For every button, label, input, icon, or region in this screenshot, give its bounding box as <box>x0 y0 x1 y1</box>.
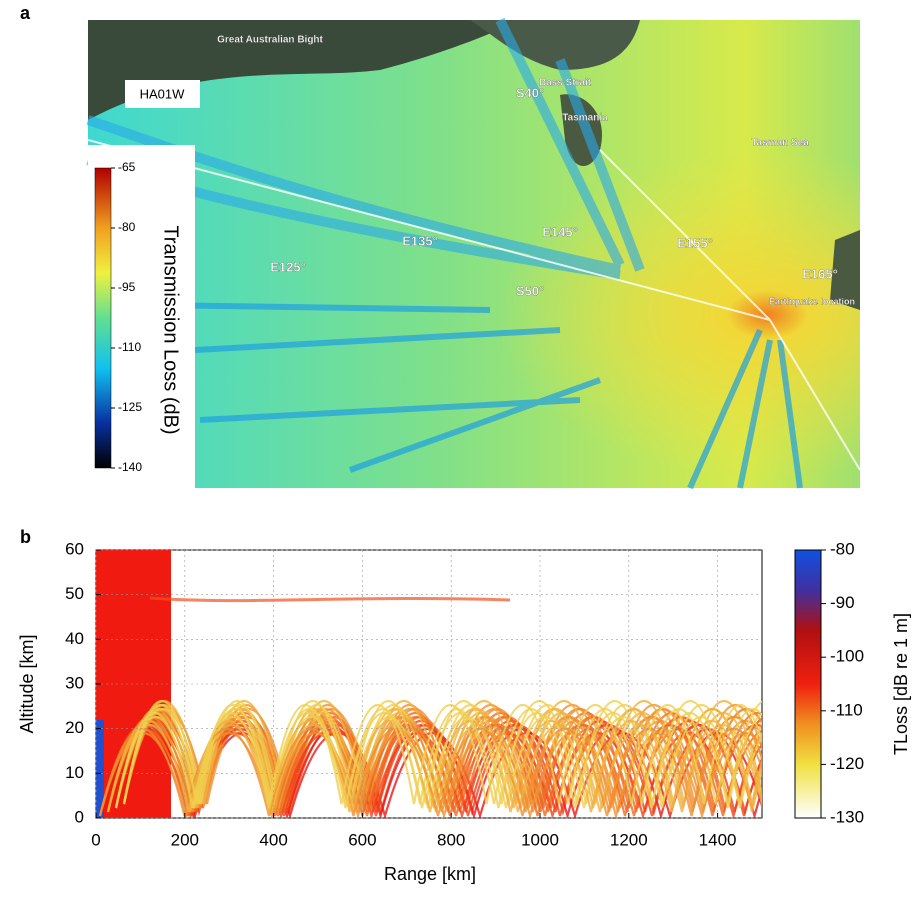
map-label: S40° <box>516 85 544 100</box>
colorbar-tick-label: -95 <box>118 280 136 294</box>
colorbar-label: Transmission Loss (dB) <box>160 225 182 434</box>
ray <box>106 720 762 813</box>
x-tick-label: 1400 <box>699 830 737 849</box>
x-tick-label: 1000 <box>521 830 559 849</box>
ray <box>98 732 762 818</box>
x-axis-label: Range [km] <box>384 864 476 884</box>
y-tick-label: 40 <box>65 629 84 648</box>
colorbar-tick-label: -80 <box>118 220 136 234</box>
x-tick-label: 800 <box>437 830 465 849</box>
colorbar-tick-label: -140 <box>118 460 142 474</box>
colorbar <box>94 167 112 469</box>
station-label: HA01W <box>140 86 186 101</box>
map-label: S50° <box>516 283 544 298</box>
heat-fill <box>96 720 104 818</box>
colorbar-label: TLoss [dB re 1 m] <box>891 613 911 755</box>
map-label: Bass Strait <box>539 78 592 89</box>
x-tick-label: 0 <box>91 830 100 849</box>
x-tick-label: 1200 <box>610 830 648 849</box>
map-label: E125° <box>270 259 306 274</box>
y-tick-label: 20 <box>65 718 84 737</box>
ray <box>98 728 762 817</box>
colorbar-tick-label: -100 <box>830 647 864 666</box>
map-label: Great Australian Bight <box>217 35 323 46</box>
x-tick-label: 200 <box>171 830 199 849</box>
ray <box>114 712 762 809</box>
map-label: E155° <box>677 235 713 250</box>
ray <box>106 720 762 813</box>
colorbar-tick-label: -130 <box>830 807 864 826</box>
x-tick-label: 400 <box>259 830 287 849</box>
x-tick-label: 600 <box>348 830 376 849</box>
map <box>86 17 861 490</box>
panel-label: a <box>20 3 31 23</box>
map-label: Tasmania <box>562 113 608 124</box>
colorbar-tick-label: -65 <box>118 160 136 174</box>
y-tick-label: 30 <box>65 673 84 692</box>
colorbar-tick-label: -90 <box>830 593 855 612</box>
ray <box>98 728 762 817</box>
station-box <box>125 80 200 108</box>
colorbar-tick-label: -110 <box>118 340 141 354</box>
map-label: Tasman Sea <box>751 138 809 149</box>
colorbar-tick-label: -125 <box>118 400 142 414</box>
colorbar-tick-label: -120 <box>830 754 864 773</box>
colorbar <box>794 549 822 819</box>
y-axis-label: Altitude [km] <box>17 634 37 733</box>
colorbar-tick-label: -80 <box>830 539 855 558</box>
y-tick-label: 10 <box>65 763 84 782</box>
map-label: E135° <box>402 233 438 248</box>
map-label: E165° <box>802 266 838 281</box>
y-tick-label: 60 <box>65 539 84 558</box>
ray <box>122 703 762 805</box>
heat-fill <box>96 550 171 818</box>
heatmap <box>96 550 762 818</box>
colorbar-tick-label: -110 <box>830 700 863 719</box>
y-tick-label: 50 <box>65 584 84 603</box>
y-tick-label: 0 <box>75 807 84 826</box>
ray <box>149 596 511 603</box>
map-label: Earthquake location <box>769 296 855 306</box>
panel-label: b <box>20 527 31 547</box>
map-label: E145° <box>542 224 578 239</box>
